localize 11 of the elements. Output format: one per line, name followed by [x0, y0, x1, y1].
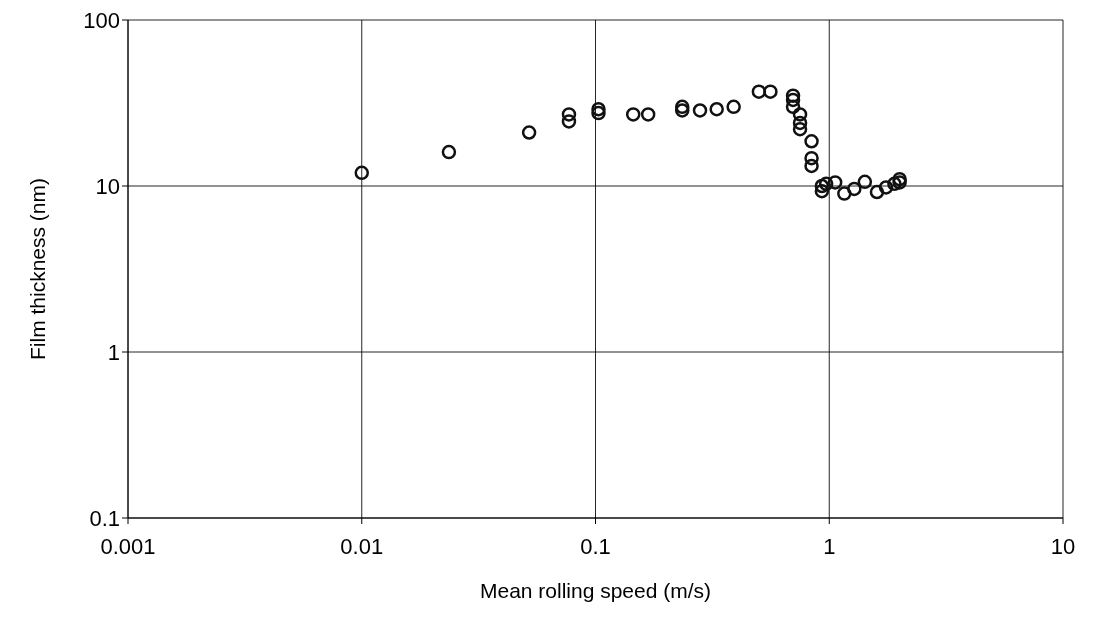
x-tick-label: 0.01	[340, 533, 384, 559]
x-tick-label: 0.1	[580, 533, 611, 559]
y-tick-label: 100	[83, 7, 120, 33]
y-tick-label: 1	[107, 339, 120, 365]
x-tick-label: 10	[1050, 533, 1076, 559]
x-tick-label: 1	[823, 533, 836, 559]
y-tick-label: 0.1	[89, 505, 120, 531]
x-axis-title: Mean rolling speed (m/s)	[479, 579, 712, 602]
y-axis-title: Film thickness (nm)	[26, 177, 50, 361]
y-tick-label: 10	[95, 173, 120, 199]
x-tick-label: 0.001	[100, 533, 156, 559]
